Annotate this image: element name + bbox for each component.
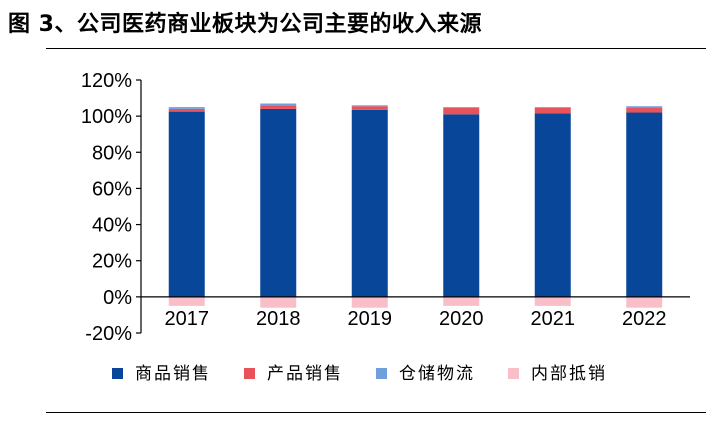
- x-tick-label: 2022: [622, 308, 667, 330]
- legend-label: 商品销售: [135, 364, 211, 384]
- bar-segment: [626, 296, 663, 308]
- bar-segment: [534, 108, 571, 114]
- bar-segment: [443, 114, 480, 297]
- y-tick-label: 0%: [103, 287, 132, 309]
- y-axis: -20% 0% 20% 40% 60% 80% 100% 120%: [81, 70, 142, 345]
- bar-segment: [534, 296, 571, 306]
- y-tick-label: -20%: [85, 323, 132, 345]
- bar-segment: [260, 108, 297, 297]
- bar-segment: [260, 296, 297, 308]
- legend-label: 内部抵销: [531, 364, 607, 384]
- bar-segment: [626, 106, 663, 109]
- bar-segment: [351, 105, 388, 107]
- x-axis: 2017 2018 2019 2020 2021 2022: [141, 296, 690, 330]
- legend-swatch: [508, 368, 519, 379]
- bar-segment: [168, 107, 205, 109]
- y-tick-label: 120%: [81, 70, 132, 92]
- y-tick-label: 20%: [92, 251, 132, 273]
- bar-segment: [260, 105, 297, 109]
- bar-segment: [351, 296, 388, 308]
- bars: [168, 103, 663, 308]
- bar-segment: [168, 108, 205, 112]
- chart-title: 图 3、公司医药商业板块为公司主要的收入来源: [8, 12, 482, 37]
- bar-segment: [443, 296, 480, 306]
- y-tick-label: 100%: [81, 106, 132, 128]
- x-tick-label: 2021: [531, 308, 576, 330]
- bar-segment: [534, 107, 571, 109]
- bar-segment: [168, 296, 205, 306]
- y-tick-label: 40%: [92, 215, 132, 237]
- bar-segment: [626, 112, 663, 297]
- bar-segment: [351, 109, 388, 297]
- legend-label: 仓储物流: [399, 364, 475, 384]
- bar-segment: [626, 108, 663, 113]
- bar-segment: [351, 106, 388, 110]
- legend-swatch: [244, 368, 255, 379]
- y-tick-label: 60%: [92, 178, 132, 200]
- bar-segment: [534, 113, 571, 297]
- bar-segment: [443, 108, 480, 115]
- legend: 商品销售 产品销售 仓储物流 内部抵销: [112, 364, 607, 384]
- bar-segment: [260, 103, 297, 106]
- x-tick-label: 2019: [348, 308, 393, 330]
- x-tick-label: 2018: [256, 308, 301, 330]
- y-tick-label: 80%: [92, 142, 132, 164]
- bar-segment: [168, 111, 205, 297]
- x-tick-label: 2020: [439, 308, 484, 330]
- legend-label: 产品销售: [267, 364, 343, 384]
- legend-swatch: [376, 368, 387, 379]
- title-divider: [46, 48, 706, 49]
- bar-segment: [443, 107, 480, 109]
- x-tick-label: 2017: [165, 308, 210, 330]
- legend-swatch: [112, 368, 123, 379]
- bottom-divider: [46, 412, 706, 413]
